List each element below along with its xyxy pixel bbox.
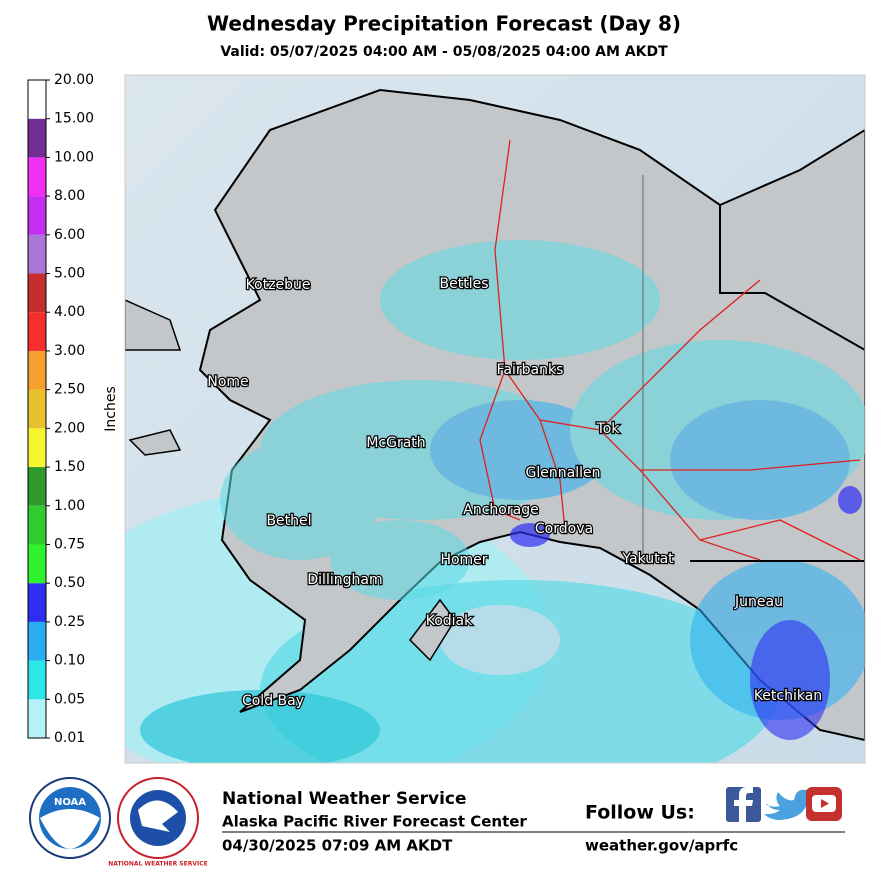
city-label: Juneau (734, 594, 783, 610)
colorbar-segment (28, 505, 46, 545)
footer: NOAA NATIONAL WEATHER SERVICE National W… (29, 777, 845, 868)
colorbar-tick-label: 1.00 (54, 498, 85, 514)
colorbar-segment (28, 350, 46, 390)
city-label: Tok (596, 421, 621, 437)
colorbar-tick-label: 0.10 (54, 653, 85, 669)
colorbar-segment (28, 196, 46, 235)
map (125, 75, 865, 763)
colorbar-segment (28, 467, 46, 506)
colorbar-frame (27, 79, 47, 739)
colorbar-tick-label: 2.00 (54, 420, 85, 436)
city-label: Homer (440, 552, 487, 568)
colorbar-segment (28, 544, 46, 584)
city-label: Ketchikan (754, 688, 822, 704)
colorbar-tick-label: 6.00 (54, 227, 85, 243)
city-label: Yakutat (621, 551, 674, 567)
city-label: Kotzebue (246, 277, 311, 293)
nws-logo-text: NATIONAL WEATHER SERVICE (108, 861, 207, 868)
noaa-logo-text: NOAA (54, 797, 86, 808)
colorbar-segment (28, 621, 46, 661)
office: Alaska Pacific River Forecast Center (222, 813, 527, 831)
website: weather.gov/aprfc (585, 837, 738, 855)
colorbar-segment (28, 118, 46, 158)
colorbar-segment (28, 389, 46, 429)
colorbar-tick-label: 0.01 (54, 730, 85, 746)
colorbar-tick-label: 0.25 (54, 614, 85, 630)
colorbar-segment (28, 80, 46, 119)
colorbar-tick-label: 0.50 (54, 575, 85, 591)
colorbar-tick-label: 15.00 (54, 111, 94, 127)
colorbar-label: Inches (103, 386, 119, 431)
colorbar-segment (28, 660, 46, 700)
colorbar-tick-label: 8.00 (54, 188, 85, 204)
city-label: Anchorage (463, 502, 538, 518)
subtitle: Valid: 05/07/2025 04:00 AM - 05/08/2025 … (220, 44, 668, 60)
city-label: Bethel (266, 513, 311, 529)
city-label: Fairbanks (497, 362, 564, 378)
city-label: Dillingham (307, 572, 382, 588)
colorbar-segment (28, 428, 46, 468)
colorbar-tick-label: 10.00 (54, 149, 94, 165)
colorbar-segment (28, 234, 46, 274)
colorbar-tick-label: 0.75 (54, 536, 85, 552)
city-label: Cordova (535, 521, 593, 537)
colorbar-segment (28, 583, 46, 622)
colorbar-tick-label: 3.00 (54, 343, 85, 359)
colorbar-segment (28, 312, 46, 351)
colorbar-segment (28, 273, 46, 313)
colorbar-segment (28, 699, 46, 738)
city-label: McGrath (366, 435, 425, 451)
city-label: Nome (207, 374, 248, 390)
colorbar-tick-label: 0.05 (54, 691, 85, 707)
colorbar: 0.01 0.05 0.10 0.25 0.50 0.75 1.00 1.50 2.00 2.50… (27, 72, 94, 746)
title: Wednesday Precipitation Forecast (Day 8) (207, 12, 681, 36)
issued: 04/30/2025 07:09 AM AKDT (222, 837, 453, 855)
city-label: Glennallen (526, 465, 601, 481)
colorbar-tick-label: 1.50 (54, 459, 85, 475)
colorbar-segment (28, 157, 46, 197)
agency: National Weather Service (222, 789, 467, 809)
city-label: Kodiak (426, 613, 473, 629)
follow-us: Follow Us: (585, 802, 695, 824)
colorbar-tick-label: 5.00 (54, 266, 85, 282)
colorbar-tick-label: 2.50 (54, 382, 85, 398)
city-label: Bettles (440, 276, 489, 292)
city-label: Cold Bay (242, 693, 304, 709)
colorbar-tick-label: 4.00 (54, 304, 85, 320)
twitter-icon[interactable] (764, 788, 812, 820)
colorbar-tick-label: 20.00 (54, 72, 94, 88)
